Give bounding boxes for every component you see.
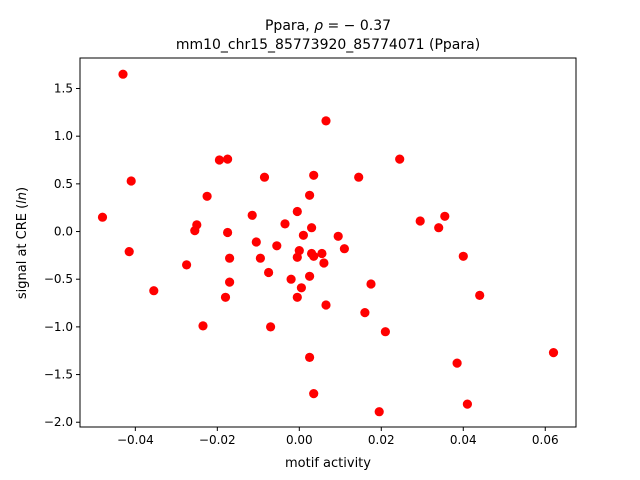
data-point: [309, 170, 319, 180]
data-point: [124, 247, 134, 257]
data-point: [223, 154, 233, 164]
y-axis-label-prefix: signal at CRE (: [15, 204, 30, 299]
y-axis-label: signal at CRE (ln): [15, 187, 30, 299]
chart-title-rho: ρ: [314, 18, 323, 34]
data-point: [395, 154, 405, 164]
y-tick-label: −1.0: [44, 320, 73, 334]
data-point: [440, 211, 450, 221]
data-point: [202, 191, 212, 201]
data-point: [255, 253, 265, 263]
data-point: [198, 321, 208, 331]
y-tick-label: −2.0: [44, 415, 73, 429]
data-point: [321, 116, 331, 126]
data-point: [298, 230, 308, 240]
data-point: [309, 389, 319, 399]
y-tick-label: 0.0: [54, 225, 73, 239]
data-point: [272, 241, 282, 251]
data-point: [374, 407, 384, 417]
data-point: [294, 246, 304, 256]
data-point: [452, 358, 462, 368]
plot-background: [80, 58, 576, 427]
chart-title-line1: Ppara, ρ = − 0.37: [265, 18, 391, 34]
data-point: [296, 283, 306, 293]
data-point: [360, 308, 370, 318]
chart-title-prefix: Ppara,: [265, 18, 314, 34]
y-axis-label-italic: ln: [15, 192, 30, 204]
y-tick-label: −0.5: [44, 272, 73, 286]
x-tick-label: 0.00: [286, 433, 313, 447]
data-point: [317, 248, 327, 259]
data-point: [354, 172, 364, 182]
data-point: [458, 251, 468, 261]
axes: −0.04 −0.02 0.00 0.02 0.04 0.06 −2.0 −1.5 −1.0 −0…: [44, 57, 577, 447]
x-axis-label: motif activity: [285, 456, 371, 471]
data-point: [462, 399, 472, 409]
x-tick-label: −0.04: [117, 433, 154, 447]
data-point: [319, 258, 329, 268]
data-point: [305, 190, 315, 200]
data-points: [97, 69, 559, 417]
data-point: [415, 216, 425, 226]
data-point: [190, 226, 200, 236]
data-point: [264, 267, 274, 278]
data-point: [548, 348, 559, 358]
data-point: [380, 327, 390, 337]
data-point: [97, 212, 108, 222]
data-point: [247, 210, 257, 220]
data-point: [339, 244, 349, 254]
x-tick-label: 0.06: [532, 433, 559, 447]
chart-title-suffix: = − 0.37: [323, 18, 391, 34]
x-tick-label: 0.04: [450, 433, 477, 447]
data-point: [266, 322, 276, 332]
data-point: [307, 223, 317, 233]
y-axis-label-suffix: ): [15, 187, 30, 192]
data-point: [182, 260, 192, 270]
y-tick-label: 1.0: [54, 129, 73, 143]
data-point: [225, 277, 235, 287]
data-point: [434, 223, 444, 233]
data-point: [309, 251, 319, 261]
x-tick-label: 0.02: [368, 433, 395, 447]
y-tick-label: 1.5: [54, 82, 73, 96]
data-point: [286, 274, 296, 284]
data-point: [292, 206, 302, 217]
data-point: [366, 279, 376, 289]
chart-title-line2: mm10_chr15_85773920_85774071 (Ppara): [176, 37, 480, 53]
data-point: [225, 253, 235, 263]
data-point: [118, 69, 128, 79]
y-tick-label: −1.5: [44, 368, 73, 382]
data-point: [251, 237, 261, 247]
data-point: [333, 231, 343, 241]
axes-frame: [79, 57, 577, 428]
data-point: [280, 219, 290, 229]
data-point: [223, 227, 233, 238]
data-point: [292, 292, 302, 302]
data-point: [149, 286, 159, 296]
y-tick-label: 0.5: [54, 177, 73, 191]
data-point: [220, 292, 231, 302]
data-point: [305, 352, 315, 362]
data-point: [214, 155, 224, 165]
plot-area: [80, 58, 576, 427]
data-point: [475, 290, 485, 300]
data-point: [259, 172, 270, 182]
data-point: [305, 271, 315, 281]
data-point: [321, 300, 331, 310]
x-tick-label: −0.02: [199, 433, 236, 447]
data-point: [126, 176, 136, 186]
